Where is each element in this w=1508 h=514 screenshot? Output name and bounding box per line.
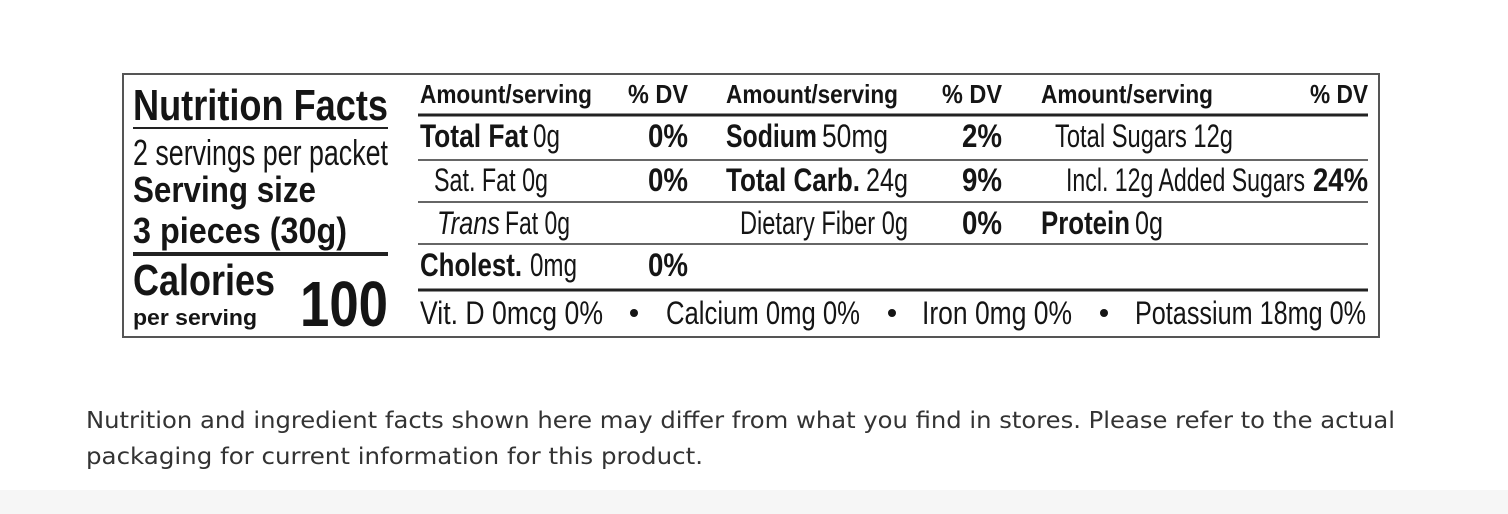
nutrient-name: Total Fat xyxy=(420,118,528,154)
column-header: % DV xyxy=(1310,79,1369,109)
vitamin: Potassium 18mg 0% xyxy=(1135,295,1366,331)
disclaimer: packaging for current information for th… xyxy=(86,444,703,470)
vitamin: Iron 0mg 0% xyxy=(922,295,1072,331)
daily-value: 9% xyxy=(962,162,1002,198)
column-header: Amount/serving xyxy=(420,79,592,109)
disclaimer: Nutrition and ingredient facts shown her… xyxy=(86,408,1395,434)
nutrient-amount: 24g xyxy=(866,162,908,198)
footer-band xyxy=(0,490,1508,514)
nutrient-amount: 0g xyxy=(533,118,560,154)
daily-value: 0% xyxy=(962,205,1002,241)
bullet xyxy=(630,309,638,317)
daily-value: 2% xyxy=(962,118,1002,154)
daily-value: 0% xyxy=(648,162,688,198)
nutrient-amount: 0mg xyxy=(530,247,577,283)
serving-size: 3 pieces (30g) xyxy=(133,210,347,251)
label-box xyxy=(122,73,1380,338)
calories-value: 100 xyxy=(300,268,388,340)
calories-sub: per serving xyxy=(133,305,257,330)
column-header: % DV xyxy=(942,79,1003,109)
nutrient-name: Incl. 12g Added Sugars xyxy=(1066,162,1305,198)
calories-label: Calories xyxy=(133,256,275,305)
column-header: Amount/serving xyxy=(726,79,898,109)
vitamin: Calcium 0mg 0% xyxy=(666,295,860,331)
nutrient-name: Protein xyxy=(1041,205,1130,241)
nutrient-name: Total Sugars 12g xyxy=(1055,118,1233,154)
daily-value: 24% xyxy=(1313,162,1368,198)
bullet xyxy=(888,309,896,317)
nutrient-name: Sat. Fat 0g xyxy=(434,162,548,198)
nutrient-name: Dietary Fiber 0g xyxy=(740,205,908,241)
vitamin: Vit. D 0mcg 0% xyxy=(420,295,603,331)
nutrient-amount: 50mg xyxy=(822,118,888,154)
nutrient-amount: 0g xyxy=(1135,205,1163,241)
column-header: Amount/serving xyxy=(1041,79,1213,109)
bullet xyxy=(1100,309,1108,317)
daily-value: 0% xyxy=(648,118,688,154)
nutrient-name: Cholest. xyxy=(420,247,522,283)
nutrient-name: Fat 0g xyxy=(505,205,570,241)
nutrient-name: Total Carb. xyxy=(726,162,860,198)
label-title: Nutrition Facts xyxy=(133,81,388,130)
nutrient-prefix: Trans xyxy=(437,205,500,241)
nutrient-name: Sodium xyxy=(726,118,817,154)
daily-value: 0% xyxy=(648,247,688,283)
serving-size-label: Serving size xyxy=(133,169,316,210)
servings: 2 servings per packet xyxy=(133,132,388,173)
column-header: % DV xyxy=(628,79,689,109)
